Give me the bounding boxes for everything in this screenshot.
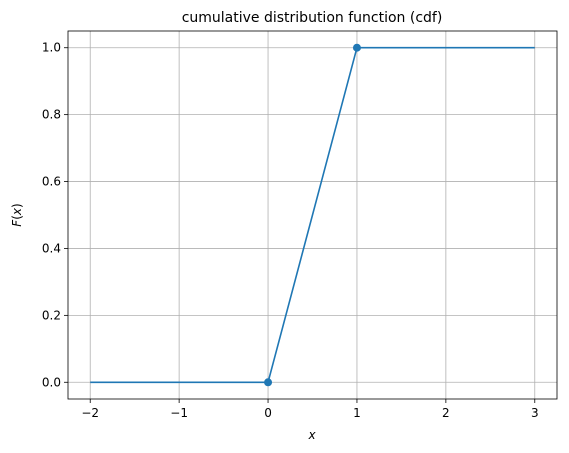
y-tick-label: 0.4 bbox=[42, 241, 61, 255]
cdf-point-marker bbox=[264, 378, 273, 387]
y-axis-label-open: ( bbox=[10, 215, 24, 220]
y-axis-label-fn: F bbox=[10, 219, 24, 227]
x-tick-label: 3 bbox=[531, 406, 539, 420]
y-tick-label: 0.0 bbox=[42, 375, 61, 389]
y-axis-label-var: x bbox=[10, 207, 24, 216]
x-tick-label: −2 bbox=[81, 406, 99, 420]
x-tick-label: 1 bbox=[353, 406, 361, 420]
x-tick-label: −1 bbox=[170, 406, 188, 420]
y-axis-label-close: ) bbox=[10, 203, 24, 208]
y-tick-label: 0.6 bbox=[42, 175, 61, 189]
chart-title: cumulative distribution function (cdf) bbox=[182, 10, 443, 26]
y-tick-label: 0.8 bbox=[42, 108, 61, 122]
y-axis-label: F(x) bbox=[10, 203, 24, 226]
x-ticks: −2 −1 0 1 2 3 bbox=[81, 399, 539, 420]
y-ticks: 0.0 0.2 0.4 0.6 0.8 1.0 bbox=[42, 41, 68, 389]
x-axis-label: x bbox=[307, 428, 316, 442]
y-tick-label: 0.2 bbox=[42, 308, 61, 322]
plot-frame bbox=[67, 30, 558, 400]
x-tick-label: 0 bbox=[264, 406, 272, 420]
line-layer bbox=[90, 46, 535, 384]
marker-layer bbox=[264, 43, 361, 387]
x-tick-label: 2 bbox=[442, 406, 450, 420]
cdf-point-marker bbox=[352, 43, 361, 52]
cdf-line bbox=[90, 46, 535, 384]
y-tick-label: 1.0 bbox=[42, 41, 61, 55]
